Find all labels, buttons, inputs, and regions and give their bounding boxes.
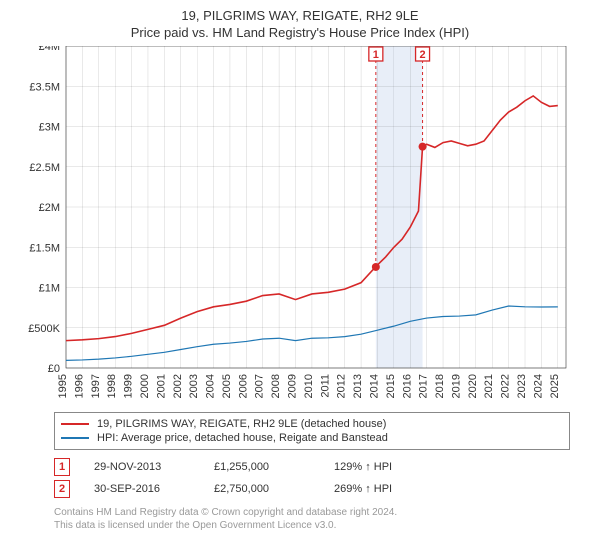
legend-label: HPI: Average price, detached house, Reig…	[97, 432, 388, 444]
svg-text:1995: 1995	[57, 374, 69, 398]
svg-text:2019: 2019	[450, 374, 462, 398]
transaction-hpi: 269% ↑ HPI	[334, 483, 454, 495]
svg-text:2023: 2023	[516, 374, 528, 398]
svg-text:2007: 2007	[254, 374, 266, 398]
svg-text:2021: 2021	[483, 374, 495, 398]
svg-text:£500K: £500K	[28, 323, 60, 335]
transaction-date: 30-SEP-2016	[94, 483, 214, 495]
table-row: 2 30-SEP-2016 £2,750,000 269% ↑ HPI	[54, 480, 570, 498]
svg-text:2012: 2012	[336, 374, 348, 398]
chart-plot: £0 £500K £1M £1.5M £2M £2.5M £3M £3.5M £4M 1995 19…	[20, 46, 580, 406]
svg-text:£2M: £2M	[39, 202, 60, 214]
svg-text:£3.5M: £3.5M	[29, 81, 60, 93]
legend-item: HPI: Average price, detached house, Reig…	[61, 431, 563, 445]
svg-text:£2.5M: £2.5M	[29, 162, 60, 174]
legend-swatch-red	[61, 423, 89, 425]
svg-text:£0: £0	[48, 363, 60, 375]
svg-text:2008: 2008	[270, 374, 282, 398]
svg-text:1998: 1998	[106, 374, 118, 398]
marker-badge: 1	[54, 458, 70, 476]
svg-text:2009: 2009	[287, 374, 299, 398]
transactions-table: 1 29-NOV-2013 £1,255,000 129% ↑ HPI 2 30…	[54, 458, 570, 498]
svg-text:2024: 2024	[532, 374, 544, 398]
svg-text:£1M: £1M	[39, 283, 60, 295]
footer-line: This data is licensed under the Open Gov…	[54, 519, 570, 532]
svg-text:2003: 2003	[188, 374, 200, 398]
transaction-date: 29-NOV-2013	[94, 461, 214, 473]
svg-text:2006: 2006	[237, 374, 249, 398]
chart-container: 19, PILGRIMS WAY, REIGATE, RH2 9LE Price…	[0, 0, 600, 542]
svg-text:2000: 2000	[139, 374, 151, 398]
legend-label: 19, PILGRIMS WAY, REIGATE, RH2 9LE (deta…	[97, 418, 386, 430]
svg-text:2001: 2001	[155, 374, 167, 398]
svg-text:2014: 2014	[368, 374, 380, 398]
svg-text:2: 2	[419, 49, 425, 61]
svg-text:2015: 2015	[385, 374, 397, 398]
transaction-hpi: 129% ↑ HPI	[334, 461, 454, 473]
svg-text:1997: 1997	[90, 374, 102, 398]
svg-text:2002: 2002	[172, 374, 184, 398]
svg-text:2018: 2018	[434, 374, 446, 398]
footer-line: Contains HM Land Registry data © Crown c…	[54, 506, 570, 519]
svg-text:2022: 2022	[500, 374, 512, 398]
chart-title-line1: 19, PILGRIMS WAY, REIGATE, RH2 9LE	[10, 8, 590, 23]
table-row: 1 29-NOV-2013 £1,255,000 129% ↑ HPI	[54, 458, 570, 476]
svg-text:£3M: £3M	[39, 122, 60, 134]
chart-title-line2: Price paid vs. HM Land Registry's House …	[10, 25, 590, 40]
transaction-price: £1,255,000	[214, 461, 334, 473]
svg-text:2005: 2005	[221, 374, 233, 398]
legend-swatch-blue	[61, 437, 89, 439]
svg-text:2025: 2025	[549, 374, 561, 398]
transaction-price: £2,750,000	[214, 483, 334, 495]
svg-text:2017: 2017	[418, 374, 430, 398]
svg-text:2010: 2010	[303, 374, 315, 398]
marker-badge: 2	[54, 480, 70, 498]
svg-text:1996: 1996	[73, 374, 85, 398]
svg-text:2020: 2020	[467, 374, 479, 398]
svg-text:2013: 2013	[352, 374, 364, 398]
svg-text:2016: 2016	[401, 374, 413, 398]
svg-text:£1.5M: £1.5M	[29, 242, 60, 254]
svg-text:1: 1	[373, 49, 379, 61]
svg-text:£4M: £4M	[39, 46, 60, 53]
footer-attribution: Contains HM Land Registry data © Crown c…	[54, 506, 570, 532]
legend-item: 19, PILGRIMS WAY, REIGATE, RH2 9LE (deta…	[61, 417, 563, 431]
svg-text:1999: 1999	[123, 374, 135, 398]
svg-text:2011: 2011	[319, 374, 331, 398]
legend: 19, PILGRIMS WAY, REIGATE, RH2 9LE (deta…	[54, 412, 570, 450]
svg-text:2004: 2004	[205, 374, 217, 398]
